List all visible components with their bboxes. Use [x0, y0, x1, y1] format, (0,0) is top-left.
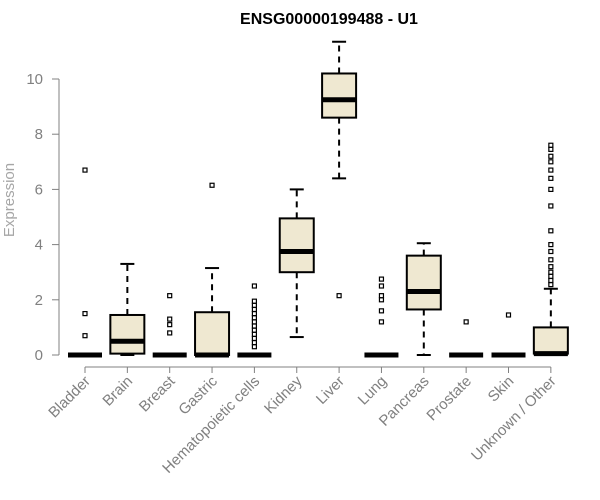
outlier-point: [378, 297, 385, 303]
outlier-point: [167, 316, 173, 322]
box-group: [152, 293, 187, 358]
outlier-point: [167, 293, 173, 299]
outlier-point: [548, 146, 554, 152]
outlier-point: [82, 311, 88, 317]
outlier-point: [378, 308, 385, 314]
outlier-point: [378, 319, 385, 325]
outlier-point: [251, 319, 257, 325]
box-group: [68, 167, 102, 358]
outlier-point: [378, 276, 385, 282]
x-tick-label: Liver: [313, 373, 348, 408]
box-group: [109, 262, 146, 356]
outlier-point: [548, 248, 554, 255]
outlier-point: [548, 269, 554, 275]
outlier-point: [548, 142, 554, 148]
outlier-point: [548, 186, 554, 192]
plot-area: [68, 40, 569, 358]
outlier-point: [167, 330, 173, 336]
outlier-point: [548, 175, 554, 181]
outlier-point: [251, 298, 257, 304]
box-group: [405, 242, 442, 356]
x-tick-label: Prostate: [423, 373, 475, 425]
box-group: [532, 142, 569, 357]
y-tick-label: 8: [35, 126, 43, 143]
box-group: [237, 283, 272, 358]
outlier-point: [251, 331, 257, 337]
x-tick-label: Skin: [485, 373, 518, 406]
y-tick-label: 10: [26, 71, 43, 88]
box-group: [364, 276, 399, 358]
box: [194, 311, 231, 356]
outlier-point: [251, 306, 257, 313]
outlier-point: [548, 242, 554, 248]
x-tick-label: Kidney: [261, 372, 306, 417]
outlier-point: [548, 273, 554, 279]
outlier-point: [82, 333, 88, 339]
y-axis-label: Expression: [1, 163, 18, 237]
outlier-point: [548, 153, 554, 159]
outlier-point: [209, 182, 215, 188]
outlier-point: [548, 203, 554, 209]
outlier-point: [505, 312, 512, 318]
outlier-point: [251, 344, 257, 350]
box: [278, 217, 315, 274]
outlier-point: [548, 264, 554, 270]
outlier-point: [251, 302, 257, 308]
box: [405, 254, 442, 311]
y-tick-label: 0: [35, 347, 43, 364]
outlier-point: [251, 335, 257, 342]
outlier-point: [251, 283, 257, 289]
outlier-point: [251, 323, 257, 329]
x-tick-label: Breast: [136, 372, 179, 415]
outlier-point: [336, 293, 342, 299]
y-tick-label: 2: [35, 292, 43, 309]
outlier-point: [251, 339, 257, 346]
x-tick-label: Bladder: [45, 373, 94, 422]
outlier-point: [548, 277, 554, 284]
box: [109, 313, 146, 355]
outlier-point: [251, 315, 257, 321]
box-group: [278, 188, 315, 339]
box-group: [321, 40, 358, 299]
outlier-point: [548, 159, 554, 165]
outlier-point: [463, 319, 469, 325]
box: [532, 326, 569, 355]
outlier-point: [378, 283, 385, 289]
outlier-point: [167, 322, 173, 328]
outlier-point: [82, 167, 88, 173]
outlier-point: [548, 228, 554, 234]
y-tick-label: 6: [35, 181, 43, 198]
box: [321, 72, 358, 119]
outlier-point: [548, 282, 554, 288]
x-tick-label: Lung: [355, 373, 391, 409]
outlier-point: [378, 293, 385, 299]
outlier-point: [548, 257, 554, 263]
y-tick-label: 4: [35, 237, 43, 254]
box-group: [449, 319, 484, 358]
outlier-point: [251, 311, 257, 317]
box-group: [194, 182, 231, 358]
x-tick-label: Brain: [99, 373, 136, 410]
chart-title: ENSG00000199488 - U1: [240, 11, 418, 28]
outlier-point: [548, 167, 554, 173]
outlier-point: [251, 327, 257, 333]
box-group: [491, 312, 526, 358]
